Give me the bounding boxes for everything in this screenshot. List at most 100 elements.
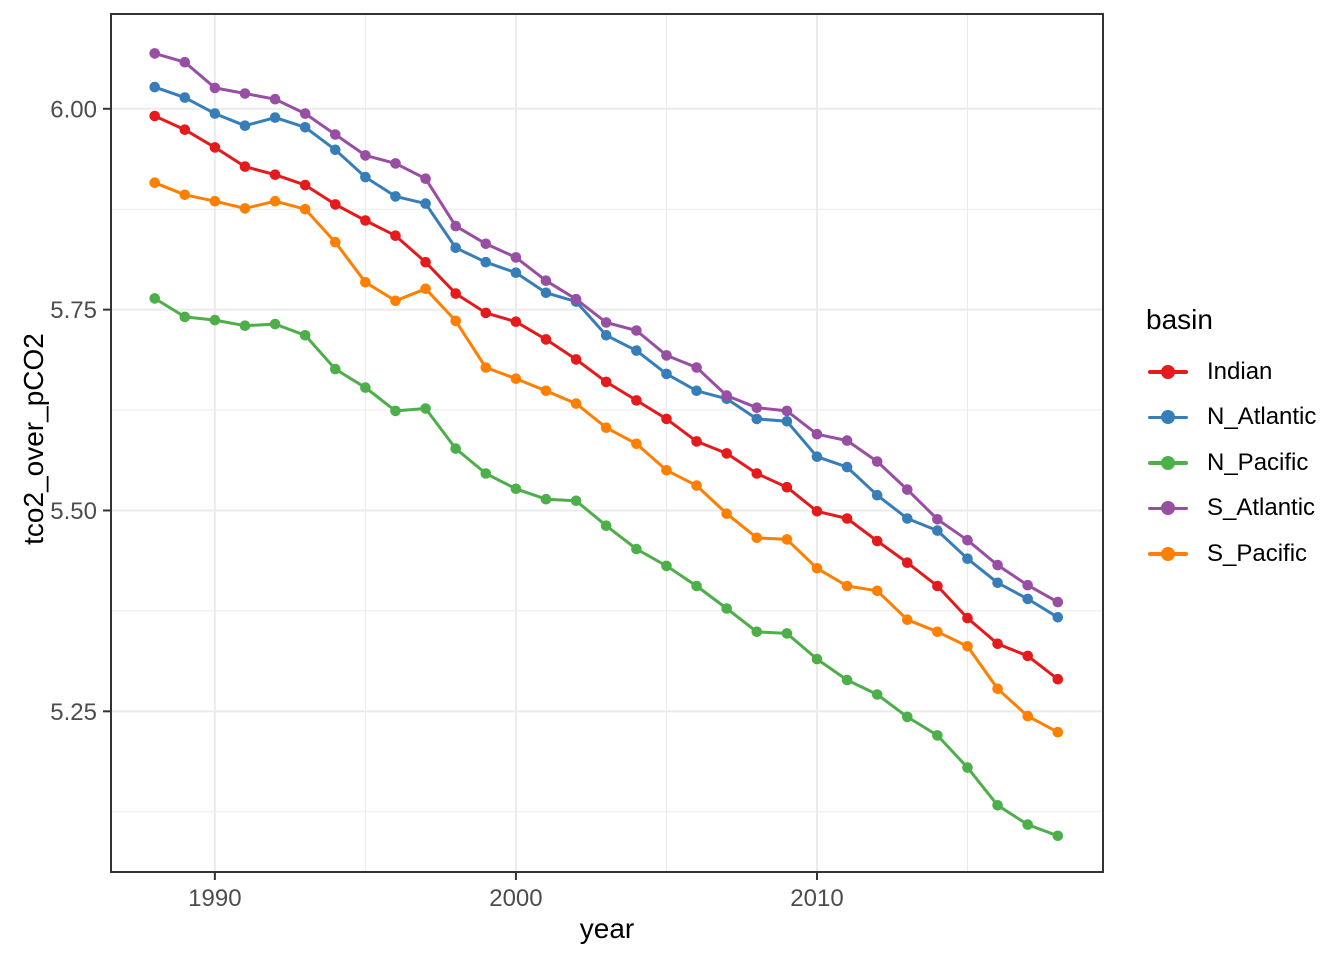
legend-key-s-pacific [1146,544,1190,564]
data-point-S_Pacific [721,508,732,519]
data-point-N_Atlantic [299,122,311,133]
data-point-Indian [631,395,642,406]
data-point-S_Atlantic [661,350,672,361]
data-point-N_Atlantic [510,267,522,279]
data-point-N_Pacific [1022,819,1033,830]
data-point-S_Pacific [992,683,1003,695]
data-point-N_Pacific [600,520,612,531]
y-tick-label: 5.75 [50,297,97,324]
data-point-S_Pacific [631,438,642,450]
data-point-Indian [992,638,1003,650]
data-point-N_Atlantic [661,368,672,380]
data-point-Indian [450,288,462,299]
data-point-N_Atlantic [781,416,793,427]
data-point-S_Pacific [600,422,612,434]
data-point-S_Pacific [841,580,853,592]
data-point-N_Atlantic [962,553,973,564]
data-point-Indian [540,334,552,345]
data-point-N_Pacific [631,543,642,555]
data-point-N_Atlantic [751,413,763,425]
data-point-S_Atlantic [1052,596,1064,608]
data-point-S_Atlantic [570,293,582,305]
legend-entry-s-pacific: S_Pacific [1146,531,1342,577]
data-point-S_Atlantic [691,362,702,373]
data-point-S_Pacific [661,465,672,476]
data-point-Indian [902,557,913,568]
data-point-Indian [179,124,191,135]
data-point-N_Pacific [661,560,672,572]
data-point-Indian [149,110,160,122]
data-point-Indian [360,215,371,226]
legend-point-icon [1161,501,1175,516]
data-point-S_Atlantic [480,238,492,250]
data-point-S_Pacific [480,362,492,373]
data-point-N_Pacific [570,495,582,507]
data-point-S_Atlantic [330,129,341,140]
data-point-N_Pacific [420,403,431,414]
data-point-N_Pacific [269,318,281,330]
data-point-Indian [510,316,522,328]
legend-key-indian [1146,362,1190,382]
data-point-S_Atlantic [450,220,462,232]
data-point-S_Pacific [540,385,552,397]
data-point-Indian [962,612,973,624]
data-point-N_Atlantic [631,345,642,356]
data-point-N_Pacific [871,689,883,700]
data-point-N_Pacific [239,320,251,332]
data-point-N_Pacific [751,626,763,638]
data-point-Indian [661,413,672,425]
data-point-Indian [239,161,251,172]
data-point-N_Atlantic [269,112,281,123]
legend-label: N_Pacific [1207,448,1309,476]
data-point-N_Atlantic [1022,593,1033,605]
data-point-N_Pacific [992,800,1003,811]
data-point-Indian [841,513,853,524]
data-point-S_Atlantic [209,82,221,94]
data-point-Indian [1052,673,1064,685]
data-point-S_Atlantic [540,275,552,287]
legend-label: N_Atlantic [1207,403,1317,431]
legend-label: S_Pacific [1207,539,1308,567]
data-point-Indian [420,256,431,268]
y-axis-title: tco2_over_pCO2 [18,333,49,545]
data-point-N_Pacific [1052,830,1064,842]
data-point-S_Atlantic [781,405,793,417]
data-point-N_Atlantic [360,171,371,183]
data-point-S_Atlantic [360,150,371,161]
data-point-N_Atlantic [179,92,191,103]
legend: basin Indian N_Atlantic N_Pacific S_Atla… [1146,303,1342,577]
data-point-S_Pacific [751,532,763,544]
data-point-N_Atlantic [149,81,160,93]
data-point-Indian [1022,650,1033,662]
data-point-S_Atlantic [299,108,311,119]
data-point-N_Atlantic [932,525,943,536]
data-point-S_Atlantic [510,252,522,263]
legend-point-icon [1161,546,1175,561]
data-point-S_Atlantic [390,158,401,169]
data-point-N_Pacific [841,674,853,686]
data-point-Indian [269,169,281,180]
data-point-S_Pacific [269,195,281,207]
data-point-S_Atlantic [149,48,160,59]
legend-point-icon [1161,410,1175,425]
data-point-Indian [871,535,883,547]
data-point-S_Atlantic [239,88,251,99]
data-point-S_Pacific [330,236,341,248]
data-point-N_Pacific [691,580,702,592]
data-point-S_Pacific [360,277,371,288]
data-point-N_Pacific [390,405,401,417]
panel-border [110,13,1104,873]
data-point-Indian [570,354,582,365]
data-point-S_Atlantic [420,173,431,184]
data-point-N_Pacific [811,653,823,665]
data-point-S_Pacific [962,641,973,652]
data-point-Indian [691,436,702,447]
legend-entry-indian: Indian [1146,349,1342,395]
data-point-N_Atlantic [390,191,401,202]
data-point-N_Atlantic [480,256,492,268]
data-point-Indian [209,142,221,153]
data-point-N_Pacific [932,730,943,741]
data-point-N_Pacific [330,363,341,375]
data-point-S_Pacific [209,195,221,207]
data-point-S_Pacific [570,398,582,409]
